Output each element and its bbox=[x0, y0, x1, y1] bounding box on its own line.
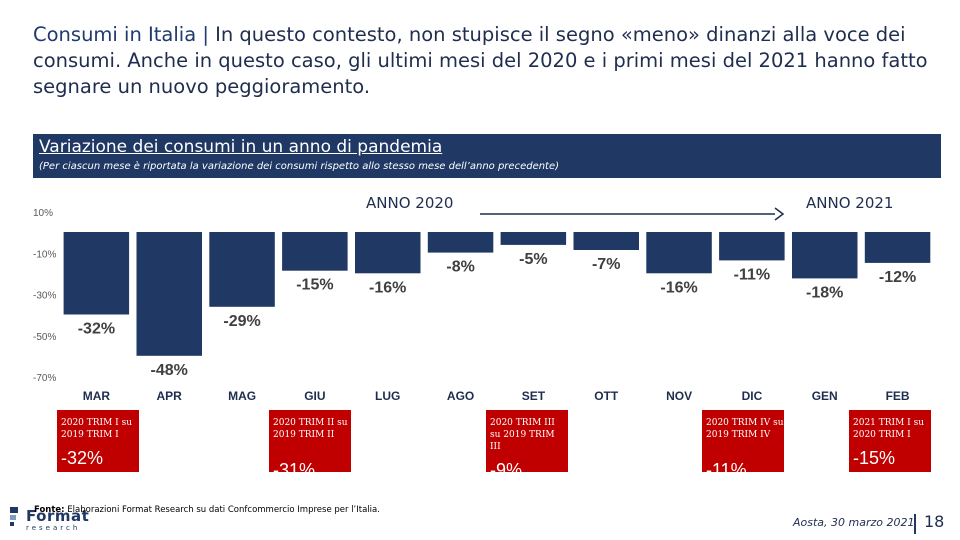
chart-title: Variazione dei consumi in un anno di pan… bbox=[39, 137, 443, 157]
x-tick-label: MAG bbox=[228, 389, 256, 403]
x-tick-label: NOV bbox=[666, 389, 692, 403]
logo-subtext: research bbox=[26, 524, 81, 532]
chart-banner: Variazione dei consumi in un anno di pan… bbox=[33, 134, 941, 178]
source-text: Elaborazioni Format Research su dati Con… bbox=[64, 505, 380, 515]
y-tick-label: -10% bbox=[33, 249, 56, 260]
source-label: Fonte: bbox=[34, 505, 65, 515]
x-tick-label: OTT bbox=[594, 389, 619, 403]
x-tick-label: SET bbox=[522, 389, 546, 403]
quarter-box-4: 2020 TRIM IV su 2019 TRIM IV -11% bbox=[702, 410, 784, 472]
y-tick-label: -50% bbox=[33, 332, 56, 343]
bar-value-label: -15% bbox=[296, 277, 333, 294]
x-tick-label: LUG bbox=[375, 389, 400, 403]
x-tick-label: FEB bbox=[886, 389, 910, 403]
bar-value-label: -8% bbox=[446, 259, 474, 276]
x-tick-label: GEN bbox=[812, 389, 838, 403]
x-tick-label: APR bbox=[157, 389, 183, 403]
year-2021-label: ANNO 2021 bbox=[806, 194, 894, 212]
quarter-label: 2021 TRIM I su 2020 TRIM I bbox=[853, 418, 925, 440]
quarter-value: -11% bbox=[706, 460, 747, 472]
bar-value-label: -48% bbox=[151, 362, 188, 379]
quarter-label: 2020 TRIM II su 2019 TRIM II bbox=[273, 418, 348, 440]
bar-apr bbox=[136, 232, 202, 356]
bar-feb bbox=[864, 232, 931, 263]
quarter-label: 2020 TRIM IV su 2019 TRIM IV bbox=[706, 418, 784, 440]
y-tick-label: 10% bbox=[33, 208, 53, 219]
bar-dic bbox=[719, 232, 785, 261]
bar-lug bbox=[355, 232, 421, 274]
logo-mark-icon bbox=[10, 507, 18, 526]
bar-value-label: -16% bbox=[660, 279, 697, 296]
quarter-box-1: 2020 TRIM I su 2019 TRIM I -32% bbox=[57, 410, 139, 472]
y-tick-label: -70% bbox=[33, 373, 56, 384]
bar-value-label: -7% bbox=[592, 256, 620, 273]
quarter-value: -31% bbox=[273, 460, 316, 472]
bar-mar bbox=[63, 232, 130, 315]
page-number: 18 bbox=[924, 512, 945, 531]
headline-brand: Consumi in Italia | bbox=[33, 23, 209, 46]
quarter-label: 2020 TRIM I su 2019 TRIM I bbox=[61, 418, 133, 440]
footer-date: Aosta, 30 marzo 2021 bbox=[793, 516, 915, 529]
quarter-box-2: 2020 TRIM II su 2019 TRIM II -31% bbox=[269, 410, 351, 472]
chart-subtitle: (Per ciascun mese è riportata la variazi… bbox=[39, 161, 560, 172]
format-research-logo: Format research bbox=[8, 497, 90, 537]
bar-giu bbox=[282, 232, 348, 271]
x-tick-label: GIU bbox=[304, 389, 325, 403]
source-note: Fonte: Elaborazioni Format Research su d… bbox=[34, 505, 380, 515]
bar-value-label: -18% bbox=[806, 284, 843, 301]
headline-text: In questo contesto, non stupisce il segn… bbox=[33, 23, 928, 98]
footer-divider bbox=[914, 514, 916, 534]
quarter-box-5: 2021 TRIM I su 2020 TRIM I -15% bbox=[849, 410, 931, 472]
bar-value-label: -16% bbox=[369, 279, 406, 296]
x-tick-label: DIC bbox=[742, 389, 763, 403]
headline: Consumi in Italia | In questo contesto, … bbox=[33, 22, 953, 100]
bar-ott bbox=[573, 232, 639, 250]
x-tick-label: MAR bbox=[83, 389, 111, 403]
quarter-box-3: 2020 TRIM III su 2019 TRIM III -9% bbox=[486, 410, 568, 472]
bar-nov bbox=[646, 232, 712, 274]
bar-value-label: -29% bbox=[223, 313, 260, 330]
bar-mag bbox=[209, 232, 275, 307]
bar-value-label: -5% bbox=[519, 251, 547, 268]
x-tick-label: AGO bbox=[447, 389, 474, 403]
bar-value-label: -12% bbox=[879, 269, 916, 286]
quarter-value: -32% bbox=[61, 448, 104, 468]
y-tick-label: -30% bbox=[33, 291, 56, 302]
bar-gen bbox=[792, 232, 858, 279]
quarter-value: -9% bbox=[490, 460, 523, 472]
bar-value-label: -11% bbox=[734, 266, 770, 283]
quarter-label: 2020 TRIM III su 2019 TRIM III bbox=[490, 418, 555, 452]
bar-ago bbox=[427, 232, 494, 253]
bar-set bbox=[500, 232, 567, 245]
year-2020-label: ANNO 2020 bbox=[366, 194, 454, 212]
logo-text: Format bbox=[26, 507, 90, 525]
bar-chart: 10% -10% -30% -50% -70% -32% MAR -48% APR -29% MAG… bbox=[33, 207, 931, 403]
year-divider-arrow-icon bbox=[774, 207, 785, 221]
bar-value-label: -32% bbox=[78, 321, 115, 338]
quarter-value: -15% bbox=[853, 448, 896, 468]
